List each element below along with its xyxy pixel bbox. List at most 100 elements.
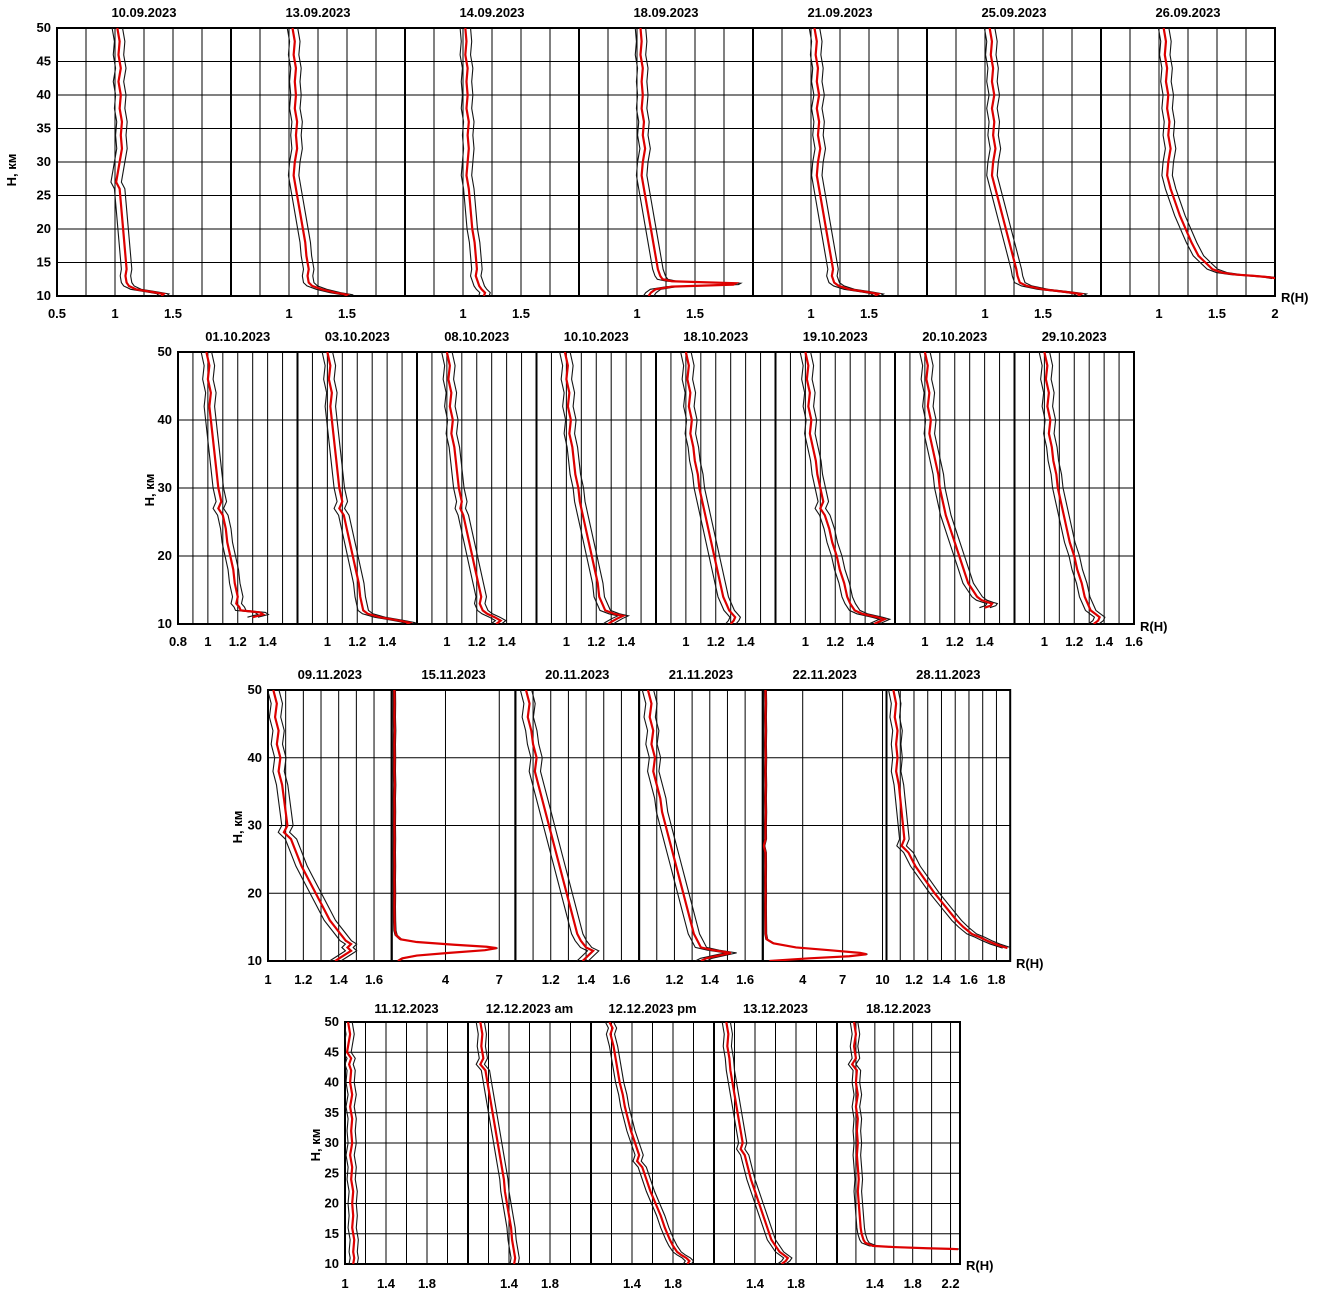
y-tick-label: 45 (325, 1044, 339, 1059)
panel-frame (885, 689, 1012, 962)
profile-envelope-line (519, 690, 589, 961)
profile-center-line (393, 690, 497, 961)
y-tick-label: 20 (248, 885, 262, 900)
panel-title: 01.10.2023 (205, 329, 270, 344)
y-axis-label: Н, км (4, 154, 19, 187)
x-tick-label: 1.6 (736, 972, 754, 987)
profile-envelope-line (808, 28, 875, 296)
panel-title: 12.12.2023 pm (608, 1001, 696, 1016)
x-tick-label: 1.4 (500, 1276, 519, 1291)
x-tick-label: 1 (1155, 306, 1162, 321)
profile-envelope-line (459, 28, 481, 296)
x-tick-label: 4 (442, 972, 450, 987)
panel-title: 08.10.2023 (444, 329, 509, 344)
profile-center-line (892, 690, 1008, 950)
y-tick-label: 45 (37, 54, 51, 69)
profile-envelope-line (350, 1022, 359, 1264)
y-tick-label: 30 (325, 1135, 339, 1150)
x-tick-label: 1.6 (365, 972, 383, 987)
x-tick-label: 1 (204, 634, 211, 649)
x-tick-label: 1.2 (468, 634, 486, 649)
panel-title: 26.09.2023 (1155, 5, 1220, 20)
y-tick-label: 10 (37, 288, 51, 303)
profile-envelope-line (729, 1022, 793, 1264)
profile-center-line (291, 28, 351, 296)
y-tick-label: 10 (325, 1256, 339, 1271)
x-axis-label: R(H) (966, 1258, 993, 1273)
x-tick-label: 1.2 (587, 634, 605, 649)
profile-center-line (850, 1022, 959, 1251)
profile-envelope-line (983, 28, 1078, 296)
x-tick-label: 1.4 (1095, 634, 1114, 649)
profile-envelope-line (321, 352, 407, 624)
x-axis-label: R(H) (1140, 619, 1167, 634)
x-tick-label: 1.8 (904, 1276, 922, 1291)
x-tick-label: 1.2 (348, 634, 366, 649)
profile-envelope-line (721, 1022, 785, 1264)
x-tick-label: 1.4 (856, 634, 875, 649)
panel-title: 18.12.2023 (866, 1001, 931, 1016)
panel-title: 22.11.2023 (792, 667, 856, 682)
profile-envelope-line (475, 1022, 512, 1264)
profile-center-line (639, 28, 740, 296)
panel-title: 25.09.2023 (981, 5, 1046, 20)
panel-title: 29.10.2023 (1042, 329, 1107, 344)
x-tick-label: 2 (1271, 306, 1278, 321)
panel-frame (1100, 27, 1276, 297)
profile-envelope-line (110, 28, 160, 296)
x-tick-label: 1.6 (960, 972, 978, 987)
panel-title: 21.11.2023 (669, 667, 733, 682)
y-axis-label: Н, км (230, 811, 245, 844)
profile-center-line (1162, 28, 1275, 280)
profile-envelope-line (690, 352, 742, 624)
profile-center-line (524, 690, 596, 961)
x-tick-label: 7 (839, 972, 846, 987)
y-tick-label: 50 (248, 682, 262, 697)
x-tick-label: 1 (111, 306, 118, 321)
x-tick-label: 1 (324, 634, 331, 649)
profile-envelope-line (799, 352, 881, 624)
x-tick-label: 1.5 (512, 306, 530, 321)
y-tick-label: 40 (37, 87, 51, 102)
profile-envelope-line (641, 690, 726, 961)
y-tick-label: 50 (37, 20, 51, 35)
profile-envelope-line (441, 352, 497, 624)
y-tick-label: 35 (325, 1105, 339, 1120)
profile-envelope-line (1049, 352, 1106, 624)
profile-center-line (115, 28, 167, 296)
panel-frame (1013, 351, 1135, 625)
profile-envelope-line (680, 352, 731, 624)
x-tick-label: 1.5 (338, 306, 356, 321)
y-tick-label: 20 (37, 221, 51, 236)
profile-envelope-line (278, 690, 358, 961)
profile-envelope-line (604, 1022, 687, 1264)
x-tick-label: 1 (802, 634, 809, 649)
profile-envelope-line (994, 28, 1089, 296)
y-tick-label: 10 (248, 953, 262, 968)
profile-envelope-line (855, 1022, 960, 1250)
panel-title: 19.10.2023 (803, 329, 868, 344)
x-tick-label: 1 (807, 306, 814, 321)
y-tick-label: 30 (37, 154, 51, 169)
panel-title: 14.09.2023 (459, 5, 524, 20)
profile-center-line (272, 690, 353, 961)
x-tick-label: 1 (443, 634, 450, 649)
y-tick-label: 10 (158, 616, 172, 631)
panel-title: 28.11.2023 (916, 667, 980, 682)
profile-center-line (445, 352, 503, 624)
x-tick-label: 1.4 (259, 634, 278, 649)
x-axis-label: R(H) (1281, 290, 1308, 305)
profile-center-line (813, 28, 882, 296)
x-tick-label: 1 (1041, 634, 1048, 649)
profile-center-line (804, 352, 888, 624)
profile-envelope-line (345, 1024, 351, 1264)
profile-center-line (988, 28, 1085, 296)
x-tick-label: 0.8 (169, 634, 187, 649)
profile-envelope-line (200, 352, 260, 618)
y-tick-label: 35 (37, 121, 51, 136)
x-tick-label: 0.5 (48, 306, 66, 321)
x-tick-label: 1.4 (498, 634, 517, 649)
panel-title: 20.11.2023 (545, 667, 609, 682)
x-tick-label: 1.8 (418, 1276, 436, 1291)
